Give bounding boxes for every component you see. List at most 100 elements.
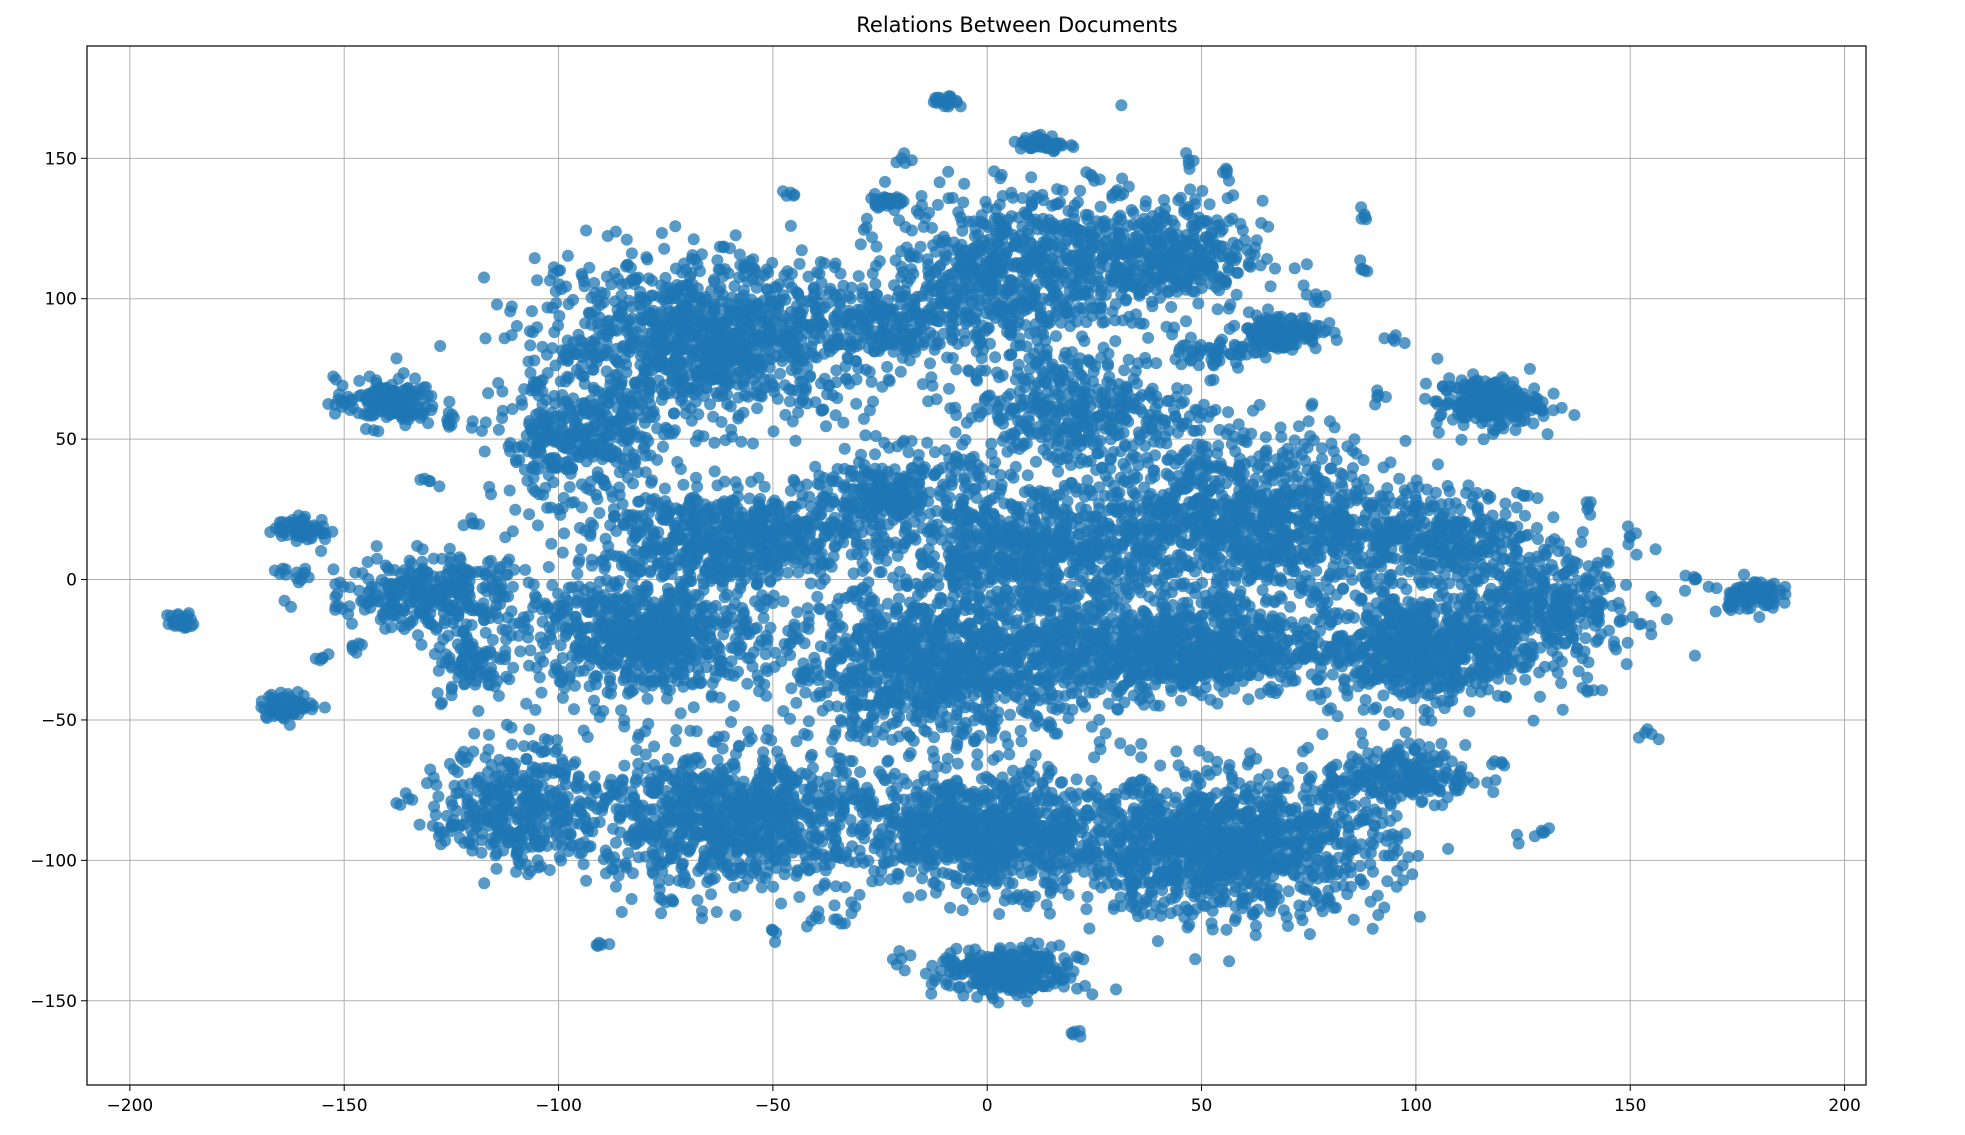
data-point xyxy=(859,429,872,442)
data-point xyxy=(1162,286,1175,299)
data-point xyxy=(1205,461,1218,474)
data-point xyxy=(716,337,729,350)
data-point xyxy=(777,310,790,323)
data-point xyxy=(925,371,938,384)
data-point xyxy=(742,390,755,403)
data-point xyxy=(1128,281,1141,294)
data-point xyxy=(1305,469,1318,481)
data-point xyxy=(632,271,645,284)
data-point xyxy=(584,423,597,436)
data-point xyxy=(714,538,727,550)
data-point xyxy=(1031,334,1044,347)
data-point xyxy=(1006,441,1019,454)
data-point xyxy=(752,354,765,367)
data-point xyxy=(1062,370,1075,383)
data-point xyxy=(860,321,873,334)
data-point xyxy=(666,541,679,554)
data-point xyxy=(1098,220,1111,233)
data-point xyxy=(708,465,721,478)
data-point xyxy=(777,347,790,359)
data-point xyxy=(1046,223,1059,236)
data-point xyxy=(649,333,662,346)
data-point xyxy=(718,375,731,388)
data-point xyxy=(768,385,781,398)
data-point xyxy=(620,260,632,273)
data-point xyxy=(613,412,626,425)
data-point xyxy=(789,324,802,336)
data-point xyxy=(1029,402,1042,415)
data-point xyxy=(702,522,715,535)
data-point xyxy=(686,284,699,297)
data-point xyxy=(712,510,725,523)
data-point xyxy=(818,328,831,341)
data-point xyxy=(871,479,883,492)
data-point xyxy=(729,327,742,340)
data-point xyxy=(1195,282,1208,294)
data-point xyxy=(659,319,672,331)
data-point xyxy=(975,352,988,365)
data-point xyxy=(986,273,999,285)
data-point xyxy=(852,362,865,375)
data-point xyxy=(728,280,741,293)
data-point xyxy=(677,478,690,491)
data-point xyxy=(1016,220,1029,233)
data-point xyxy=(797,350,810,363)
data-point xyxy=(1264,280,1277,293)
data-point xyxy=(804,369,817,382)
data-point xyxy=(1074,398,1087,411)
data-point xyxy=(737,289,750,302)
data-point xyxy=(978,394,991,407)
data-point xyxy=(475,424,488,437)
data-point xyxy=(1078,288,1091,301)
data-point xyxy=(667,530,680,543)
data-point xyxy=(1074,457,1086,469)
data-point xyxy=(912,326,924,338)
data-point xyxy=(786,415,799,428)
data-point xyxy=(542,561,555,573)
data-point xyxy=(492,377,505,389)
data-point xyxy=(879,175,891,188)
data-point xyxy=(927,329,940,342)
data-point xyxy=(1075,434,1088,447)
data-point xyxy=(1073,367,1086,380)
data-point xyxy=(950,363,963,376)
data-point xyxy=(1083,355,1095,368)
data-point xyxy=(1138,219,1151,232)
data-point xyxy=(758,480,771,493)
data-point xyxy=(863,404,876,417)
data-point xyxy=(1146,392,1159,405)
data-point xyxy=(1076,302,1089,315)
data-point xyxy=(756,544,768,557)
data-point xyxy=(669,220,682,233)
data-point xyxy=(579,407,592,420)
data-point xyxy=(665,287,677,300)
data-point xyxy=(643,506,656,519)
data-point xyxy=(1005,348,1018,361)
data-point xyxy=(785,550,798,562)
data-point xyxy=(957,196,970,209)
data-point xyxy=(786,500,799,513)
data-point xyxy=(818,347,831,360)
data-point xyxy=(866,267,879,280)
data-point xyxy=(522,355,535,368)
data-point xyxy=(575,267,588,280)
data-point xyxy=(676,266,689,279)
data-point xyxy=(711,254,724,267)
data-point xyxy=(1096,254,1109,266)
data-point xyxy=(795,244,808,257)
data-point xyxy=(1050,330,1062,343)
data-point xyxy=(732,378,745,391)
data-point xyxy=(608,510,621,523)
data-point xyxy=(1226,212,1239,225)
data-point xyxy=(789,434,802,447)
data-point xyxy=(706,364,719,376)
data-point xyxy=(786,384,799,397)
data-point xyxy=(949,426,962,439)
data-point xyxy=(1255,217,1268,229)
data-point xyxy=(729,229,742,242)
data-point xyxy=(625,247,638,260)
data-point xyxy=(905,263,918,275)
data-point xyxy=(1023,425,1036,438)
data-point xyxy=(625,415,638,427)
data-point xyxy=(956,224,969,237)
